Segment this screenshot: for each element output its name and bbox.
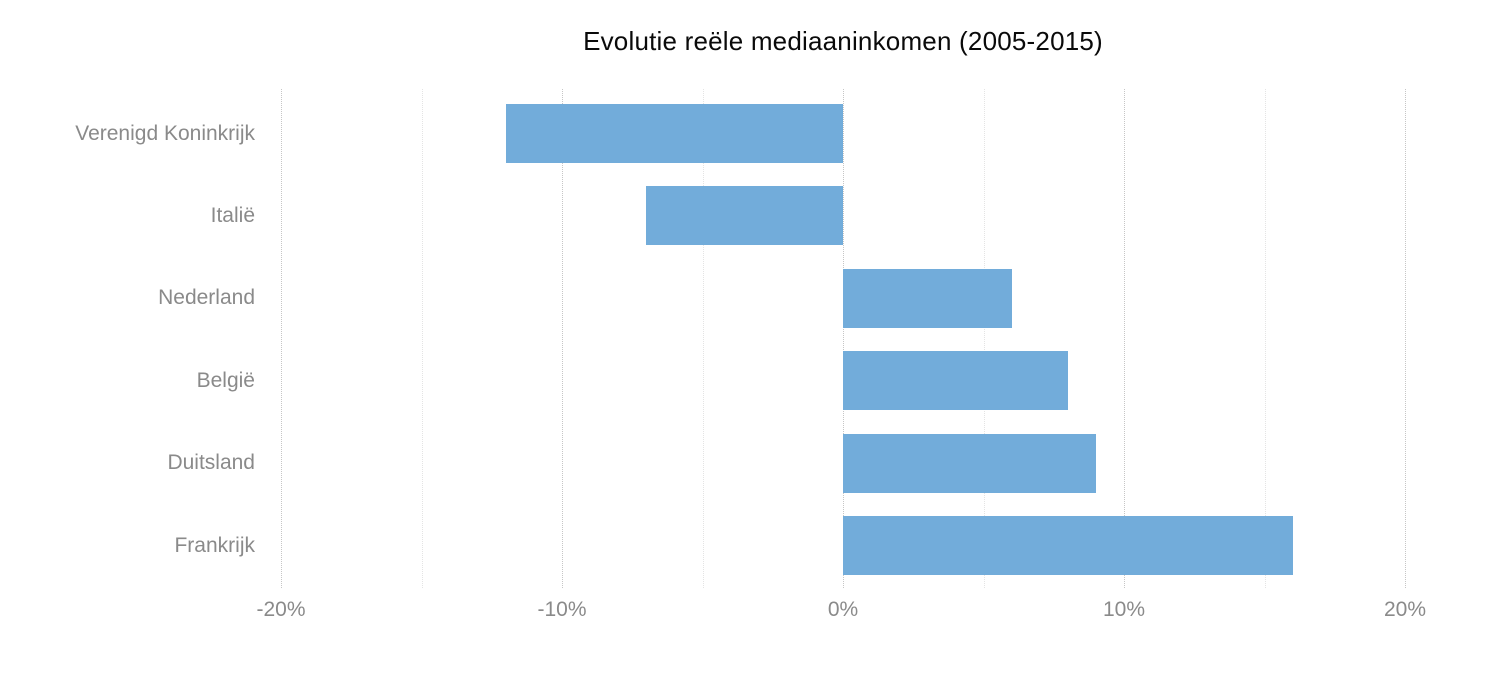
- gridline-major: [562, 89, 563, 588]
- gridline-major: [1405, 89, 1406, 588]
- x-tick-label: -10%: [537, 598, 587, 621]
- gridline-minor: [421, 89, 423, 588]
- gridline-major: [1124, 89, 1125, 588]
- category-label: Verenigd Koninkrijk: [75, 121, 255, 145]
- bar: [505, 104, 843, 163]
- bar: [843, 268, 1012, 328]
- category-label: Duitsland: [167, 451, 255, 475]
- bar: [843, 516, 1293, 575]
- category-label: Italië: [210, 203, 255, 227]
- gridline-major: [843, 89, 844, 588]
- bar: [843, 433, 1096, 493]
- x-tick-label: 10%: [1102, 598, 1146, 621]
- x-tick-label: -20%: [256, 598, 306, 621]
- category-label: Frankrijk: [174, 533, 255, 557]
- bar: [646, 186, 843, 246]
- gridline-minor: [702, 89, 704, 588]
- gridline-minor: [983, 89, 985, 588]
- x-tick-label: 20%: [1383, 598, 1427, 621]
- category-label: Nederland: [158, 286, 255, 310]
- x-tick-label: 0%: [827, 598, 859, 621]
- category-label: België: [196, 368, 255, 392]
- gridline-major: [281, 89, 282, 588]
- gridline-minor: [1264, 89, 1266, 588]
- chart-title: Evolutie reële mediaaninkomen (2005-2015…: [583, 26, 1103, 56]
- bar: [843, 351, 1068, 411]
